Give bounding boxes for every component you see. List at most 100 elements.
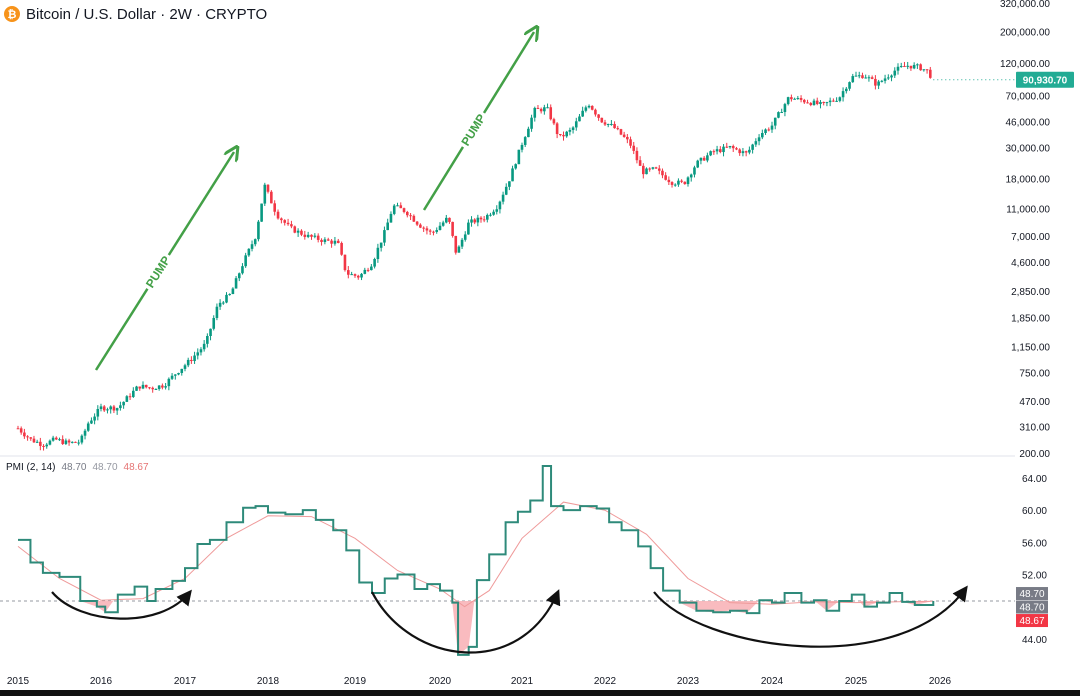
candle-body	[209, 328, 212, 336]
candle-body	[276, 211, 280, 219]
price-axis-label: 4,600.00	[1011, 258, 1050, 269]
pmi-axis-label: 56.00	[1022, 538, 1047, 549]
candle-body	[657, 168, 661, 171]
candle-body	[587, 105, 591, 108]
candle-body	[323, 239, 327, 242]
candle-body	[552, 119, 556, 124]
candle-body	[508, 181, 511, 187]
candle-body	[350, 274, 353, 276]
candle-body	[562, 134, 565, 137]
candle-body	[600, 117, 604, 123]
price-axis-label: 320,000.00	[1000, 0, 1050, 10]
candle-body	[870, 77, 874, 79]
candle-body	[581, 110, 584, 117]
candle-body	[845, 88, 848, 92]
candle-body	[106, 409, 109, 411]
candle-body	[257, 221, 260, 240]
candle-body	[379, 242, 383, 248]
price-axis-label: 7,000.00	[1011, 232, 1050, 243]
candle-body	[770, 125, 774, 130]
candle-body	[838, 97, 842, 101]
time-axis-label: 2020	[429, 676, 452, 687]
candle-body	[812, 100, 816, 106]
candle-body	[206, 335, 209, 344]
pmi-legend-name: PMI (2, 14)	[6, 462, 56, 473]
candle-body	[654, 167, 658, 169]
candle-body	[757, 137, 761, 142]
candle-body	[809, 102, 813, 106]
candle-body	[748, 149, 751, 153]
candle-body	[237, 273, 241, 279]
candle-body	[606, 123, 610, 125]
candle-body	[102, 406, 106, 411]
candle-body	[835, 100, 838, 102]
candle-body	[861, 75, 864, 79]
candle-body	[316, 235, 320, 240]
pmi-legend[interactable]: PMI (2, 14) 48.70 48.70 48.67	[6, 462, 149, 473]
candle-body	[320, 239, 323, 242]
candle-body	[825, 102, 829, 104]
candle-body	[389, 213, 393, 223]
candle-body	[283, 220, 287, 223]
candle-body	[115, 408, 119, 411]
candle-body	[584, 107, 588, 111]
candle-body	[19, 428, 23, 433]
candle-body	[406, 211, 409, 216]
curve-arrow	[371, 589, 561, 654]
candle-body	[786, 97, 790, 105]
candle-body	[148, 387, 151, 389]
candle-body	[492, 211, 495, 215]
candle-body	[180, 368, 184, 374]
pump-label: PUMP	[143, 254, 173, 291]
candle-body	[536, 107, 540, 109]
candle-body	[422, 227, 425, 229]
candle-body	[874, 78, 877, 86]
candle-body	[677, 180, 680, 185]
candle-body	[250, 244, 254, 249]
candle-body	[154, 388, 158, 390]
price-badge-text: 90,930.70	[1023, 76, 1068, 87]
candle-body	[39, 441, 42, 446]
candle-body	[702, 157, 706, 161]
candle-body	[330, 240, 333, 244]
candle-body	[680, 180, 683, 182]
price-axis-label: 200.00	[1019, 449, 1050, 460]
candle-body	[864, 77, 867, 79]
candle-body	[731, 145, 735, 149]
candle-body	[568, 129, 572, 132]
candle-body	[543, 107, 546, 112]
candle-body	[451, 221, 454, 236]
candle-body	[555, 123, 559, 135]
price-axis-label: 120,000.00	[1000, 59, 1050, 70]
candle-body	[260, 203, 263, 222]
price-axis-label: 200,000.00	[1000, 28, 1050, 39]
candle-body	[590, 105, 594, 110]
candle-body	[479, 217, 483, 220]
candle-body	[86, 423, 90, 431]
candle-body	[215, 306, 219, 318]
pmi-axis-label: 60.00	[1022, 506, 1047, 517]
candle-body	[280, 218, 283, 221]
candle-body	[125, 396, 129, 402]
candle-body	[645, 168, 648, 175]
candle-body	[867, 77, 871, 79]
candle-body	[912, 64, 916, 69]
candle-body	[386, 222, 389, 231]
candle-body	[511, 168, 514, 182]
candle-body	[619, 129, 623, 135]
symbol-title[interactable]: Bitcoin / U.S. Dollar · 2W · CRYPTO	[26, 5, 268, 23]
candle-body	[212, 317, 216, 329]
candle-body	[799, 98, 803, 100]
candle-body	[128, 396, 132, 398]
candle-body	[96, 408, 100, 417]
pmi-axis-label: 64.00	[1022, 474, 1047, 485]
candle-body	[790, 97, 793, 100]
candle-body	[177, 373, 180, 375]
grid-layer	[0, 455, 1015, 602]
candle-body	[597, 114, 600, 118]
candle-body	[77, 442, 80, 444]
pmi-axis-label: 44.00	[1022, 635, 1047, 646]
candle-body	[241, 266, 244, 274]
candle-body	[138, 386, 142, 389]
